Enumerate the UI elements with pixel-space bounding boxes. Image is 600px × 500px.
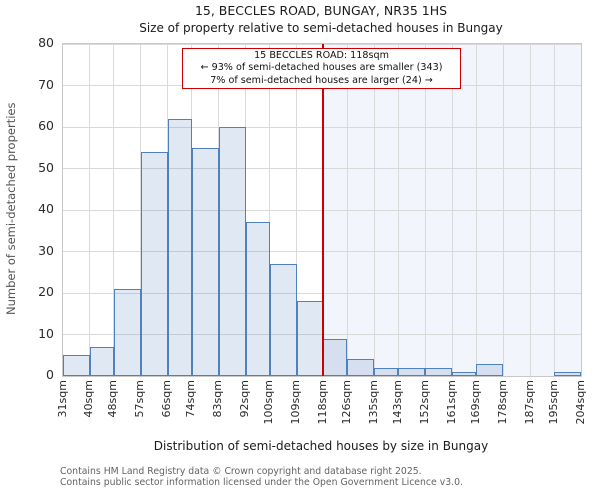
histogram-bar xyxy=(218,127,246,376)
x-tick-label: 178sqm xyxy=(495,380,509,425)
x-axis-title: Distribution of semi-detached houses by … xyxy=(153,439,489,453)
x-tick-label: 204sqm xyxy=(573,380,587,425)
y-tick-label: 20 xyxy=(38,284,54,299)
y-tick-label: 30 xyxy=(38,242,54,258)
plot-area xyxy=(62,43,582,377)
gridline-vertical xyxy=(245,44,247,376)
x-tick-label: 109sqm xyxy=(289,380,303,425)
footer-line-2: Contains public sector information licen… xyxy=(60,477,463,489)
gridline-vertical xyxy=(269,44,271,376)
x-tick-label: 187sqm xyxy=(522,380,536,425)
histogram-bar xyxy=(347,359,375,376)
gridline-vertical xyxy=(529,44,531,376)
chart-subtitle: Size of property relative to semi-detach… xyxy=(139,21,503,35)
gridline-horizontal xyxy=(63,43,581,45)
gridline-vertical xyxy=(502,44,504,376)
histogram-bar xyxy=(113,288,141,376)
gridline-vertical xyxy=(397,44,399,376)
property-annotation-box: 15 BECCLES ROAD: 118sqm ← 93% of semi-de… xyxy=(182,48,461,90)
histogram-bar xyxy=(269,263,297,376)
gridline-horizontal xyxy=(63,209,581,211)
histogram-bar xyxy=(554,371,581,376)
gridline-vertical xyxy=(451,44,453,376)
y-tick-label: 10 xyxy=(38,325,54,341)
x-tick-label: 135sqm xyxy=(366,380,380,425)
gridline-horizontal xyxy=(63,292,581,294)
y-tick-label: 50 xyxy=(38,159,54,175)
histogram-bar xyxy=(476,363,504,376)
gridline-horizontal xyxy=(63,168,581,169)
x-tick-label: 100sqm xyxy=(262,380,276,425)
y-tick-label: 0 xyxy=(46,367,54,382)
histogram-bar xyxy=(452,371,477,376)
histogram-bar xyxy=(167,118,192,376)
x-tick-label: 40sqm xyxy=(82,380,96,418)
y-tick-label: 40 xyxy=(38,201,54,216)
chart-title: 15, BECCLES ROAD, BUNGAY, NR35 1HS xyxy=(194,3,448,18)
histogram-bar xyxy=(191,147,219,376)
x-tick-label: 74sqm xyxy=(184,380,198,418)
annotation-property-size: 15 BECCLES ROAD: 118sqm xyxy=(254,50,389,61)
x-tick-label: 152sqm xyxy=(417,380,431,425)
x-tick-label: 161sqm xyxy=(444,380,458,425)
x-tick-label: 57sqm xyxy=(133,380,147,418)
x-tick-label: 48sqm xyxy=(106,380,120,418)
gridline-vertical xyxy=(89,44,91,376)
histogram-bar xyxy=(398,367,426,376)
histogram-bar xyxy=(374,367,399,376)
x-tick-label: 83sqm xyxy=(211,380,225,418)
gridline-horizontal xyxy=(63,334,581,335)
x-tick-label: 126sqm xyxy=(339,380,353,425)
gridline-vertical xyxy=(424,44,426,376)
histogram-bar xyxy=(323,338,348,376)
x-tick-label: 92sqm xyxy=(238,380,252,418)
gridline-vertical xyxy=(113,44,115,376)
annotation-larger-stat: 7% of semi-detached houses are larger (2… xyxy=(210,74,433,86)
y-tick-label: 80 xyxy=(38,35,54,50)
x-tick-label: 143sqm xyxy=(390,380,404,425)
histogram-bar xyxy=(296,301,324,376)
gridline-vertical xyxy=(296,44,298,376)
histogram-bar xyxy=(140,151,168,376)
gridline-vertical xyxy=(475,44,477,376)
histogram-bar xyxy=(245,222,270,376)
x-tick-label: 66sqm xyxy=(160,380,174,418)
x-tick-label: 31sqm xyxy=(55,380,69,418)
x-tick-label: 118sqm xyxy=(315,380,329,425)
histogram-bar xyxy=(89,346,114,376)
gridline-horizontal xyxy=(63,251,581,252)
y-tick-label: 70 xyxy=(38,76,54,92)
x-tick-label: 169sqm xyxy=(468,380,482,425)
annotation-smaller-stat: ← 93% of semi-detached houses are smalle… xyxy=(200,62,443,74)
x-tick-label: 195sqm xyxy=(546,380,560,425)
footer-line-1: Contains HM Land Registry data © Crown c… xyxy=(60,466,422,477)
y-tick-label: 60 xyxy=(38,118,54,133)
attribution-footer: Contains HM Land Registry data © Crown c… xyxy=(60,466,463,489)
histogram-bar xyxy=(63,355,90,376)
gridline-vertical xyxy=(553,44,555,376)
gridline-vertical xyxy=(346,44,348,376)
gridline-vertical xyxy=(373,44,375,376)
gridline-horizontal xyxy=(63,126,581,128)
property-size-marker-line xyxy=(322,44,325,376)
y-axis-title: Number of semi-detached properties xyxy=(4,102,18,316)
histogram-bar xyxy=(425,367,453,376)
